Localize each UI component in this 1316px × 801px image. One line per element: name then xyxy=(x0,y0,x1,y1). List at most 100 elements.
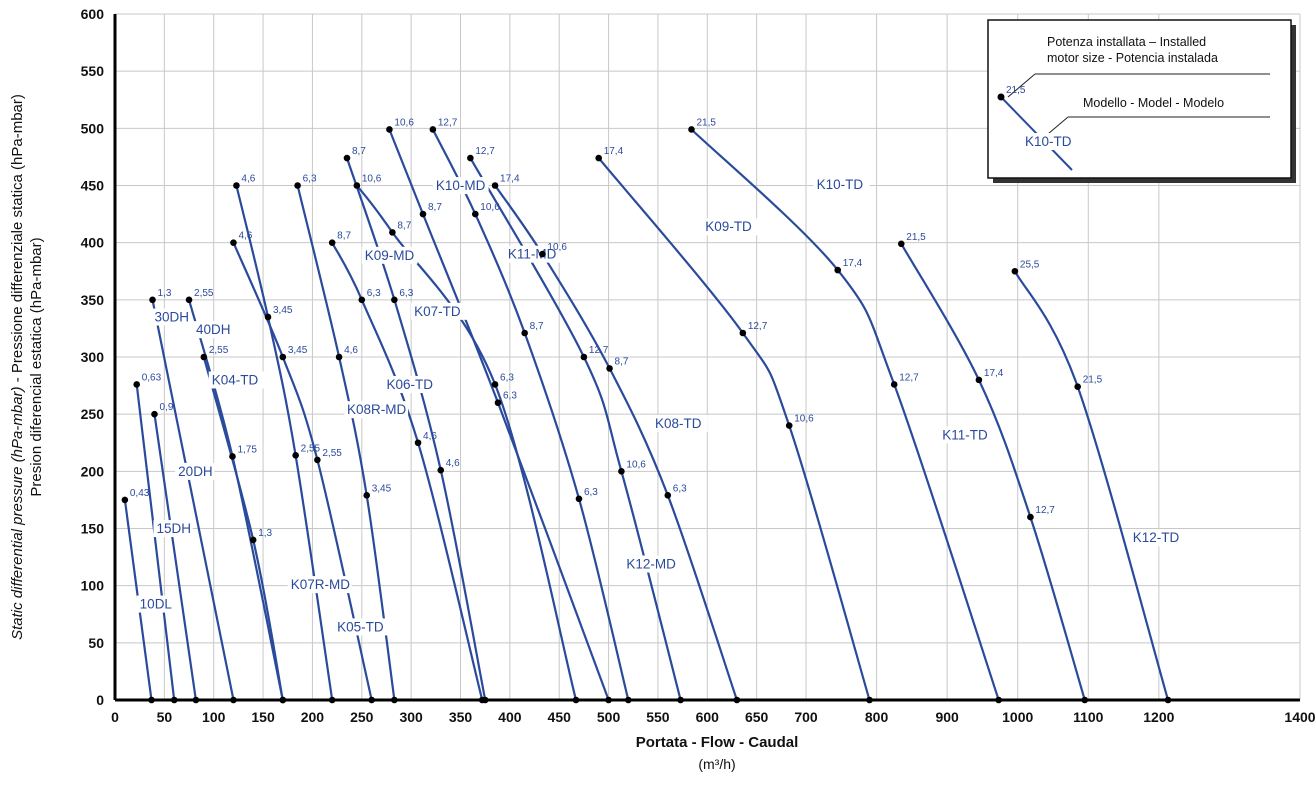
series-line-k12-md xyxy=(469,157,682,701)
data-point-label: 2,55 xyxy=(209,345,229,356)
data-point xyxy=(491,381,499,388)
data-point-label: 1,75 xyxy=(237,444,257,455)
series-curves xyxy=(123,128,1170,701)
data-point xyxy=(328,696,336,704)
series-label-k06-td: K06-TD xyxy=(386,377,433,392)
series-label-bg xyxy=(939,426,996,444)
series-label-k07-td: K07-TD xyxy=(414,304,461,319)
series-label-bg xyxy=(383,376,440,394)
series-label-15dh: 15DH xyxy=(156,521,191,536)
series-label-30dh: 30DH xyxy=(154,310,189,325)
data-point xyxy=(467,154,474,162)
x-tick-label: 100 xyxy=(202,709,226,725)
y-tick-label: 400 xyxy=(81,235,105,251)
series-label-bg xyxy=(504,245,561,263)
series-line-k10-md xyxy=(388,129,610,701)
series-label-bg xyxy=(361,246,418,264)
series-label-k04-td: K04-TD xyxy=(212,372,259,387)
series-label-bg xyxy=(623,555,680,573)
series-line-k07r-md xyxy=(235,185,334,701)
series-label-20dh: 20DH xyxy=(178,464,213,479)
data-point xyxy=(363,492,371,499)
data-point xyxy=(572,696,580,704)
data-point-label: 4,6 xyxy=(423,431,437,442)
series-line-30dh xyxy=(151,299,235,701)
data-point-label: 8,7 xyxy=(337,231,351,242)
data-point-label: 2,55 xyxy=(301,443,321,454)
data-point-label: 6,3 xyxy=(303,174,317,185)
series-line-k09-td xyxy=(597,157,871,701)
x-axis-unit: (m³/h) xyxy=(698,756,735,772)
legend-box: Potenza installata – Installed motor siz… xyxy=(987,19,1296,183)
series-label-10dl: 10DL xyxy=(140,597,173,612)
series-label-k12-td: K12-TD xyxy=(1133,530,1180,545)
data-point xyxy=(995,696,1002,704)
y-tick-label: 150 xyxy=(81,521,105,537)
data-point-label: 21,5 xyxy=(906,232,926,243)
series-line-k07-td xyxy=(356,184,578,701)
data-point xyxy=(890,381,898,388)
data-point xyxy=(358,296,366,304)
data-point-label: 6,3 xyxy=(500,372,514,383)
x-tick-label: 0 xyxy=(111,709,119,725)
x-tick-label: 650 xyxy=(745,709,769,725)
data-point xyxy=(897,240,905,248)
data-point-label: 12,7 xyxy=(589,345,609,356)
y-axis-title-line2: Presion diferencial estatica (hPa-mbar) xyxy=(28,237,45,496)
x-tick-label: 400 xyxy=(498,709,522,725)
y-axis-title-rest: - Pressione differenziale statica (hPa-m… xyxy=(9,94,26,386)
y-tick-label: 250 xyxy=(81,406,105,422)
y-axis-title: Static differential pressure (hPa-mbar) … xyxy=(9,94,45,640)
data-point-label: 17,4 xyxy=(604,146,624,157)
data-point xyxy=(353,182,361,189)
x-tick-label: 800 xyxy=(865,709,889,725)
data-point-label: 2,55 xyxy=(322,448,342,459)
series-labels: 10DL 15DH 20DH 30DH 40DH K04-TD K07R-MD K05-TD K… xyxy=(136,175,1186,636)
x-tick-label: 150 xyxy=(251,709,275,725)
data-point xyxy=(1164,696,1172,704)
data-point-label: 3,45 xyxy=(288,345,308,356)
data-point xyxy=(230,239,237,246)
data-point xyxy=(149,296,156,304)
series-label-k09-td: K09-TD xyxy=(705,219,752,234)
tick-labels: 0 50 100 150 200 250 300 350 400 450 500 550 600 650 7… xyxy=(81,6,1316,725)
data-point xyxy=(264,313,272,321)
data-point xyxy=(733,696,741,704)
data-point xyxy=(233,182,240,189)
series-label-bg xyxy=(208,371,265,389)
data-point-label: 1,3 xyxy=(258,528,272,539)
data-point-label: 12,7 xyxy=(438,117,458,128)
data-point-label: 1,3 xyxy=(158,288,172,299)
data-point xyxy=(472,210,479,218)
data-point xyxy=(230,696,237,704)
data-point xyxy=(437,466,445,474)
data-point xyxy=(429,126,437,133)
data-point xyxy=(328,239,336,246)
x-tick-label: 500 xyxy=(597,709,621,725)
series-line-20dh xyxy=(153,414,197,701)
data-point-label: 12,7 xyxy=(1035,505,1055,516)
data-point-label: 17,4 xyxy=(500,174,520,185)
x-axis-title: Portata - Flow - Caudal xyxy=(636,734,799,751)
data-point-label: 8,7 xyxy=(397,220,411,231)
y-tick-label: 50 xyxy=(88,635,104,651)
legend-example-point xyxy=(997,93,1005,101)
data-point-label: 10,6 xyxy=(394,117,414,128)
data-point xyxy=(1074,383,1081,391)
grid xyxy=(115,13,1301,700)
data-point xyxy=(739,329,747,337)
data-point-label: 3,45 xyxy=(273,305,293,316)
series-label-bg xyxy=(334,618,390,636)
legend-motor-text-1: Potenza installata – Installed xyxy=(1047,35,1206,49)
data-point xyxy=(391,696,398,704)
legend-model-text: Modello - Model - Modelo xyxy=(1083,96,1224,110)
data-point xyxy=(618,468,625,475)
data-point xyxy=(343,154,351,162)
y-tick-label: 300 xyxy=(81,349,105,365)
y-tick-label: 600 xyxy=(81,6,105,22)
data-point-label: 10,6 xyxy=(547,242,567,253)
data-point xyxy=(1027,513,1034,521)
data-point xyxy=(1081,696,1089,704)
data-point xyxy=(170,696,178,704)
